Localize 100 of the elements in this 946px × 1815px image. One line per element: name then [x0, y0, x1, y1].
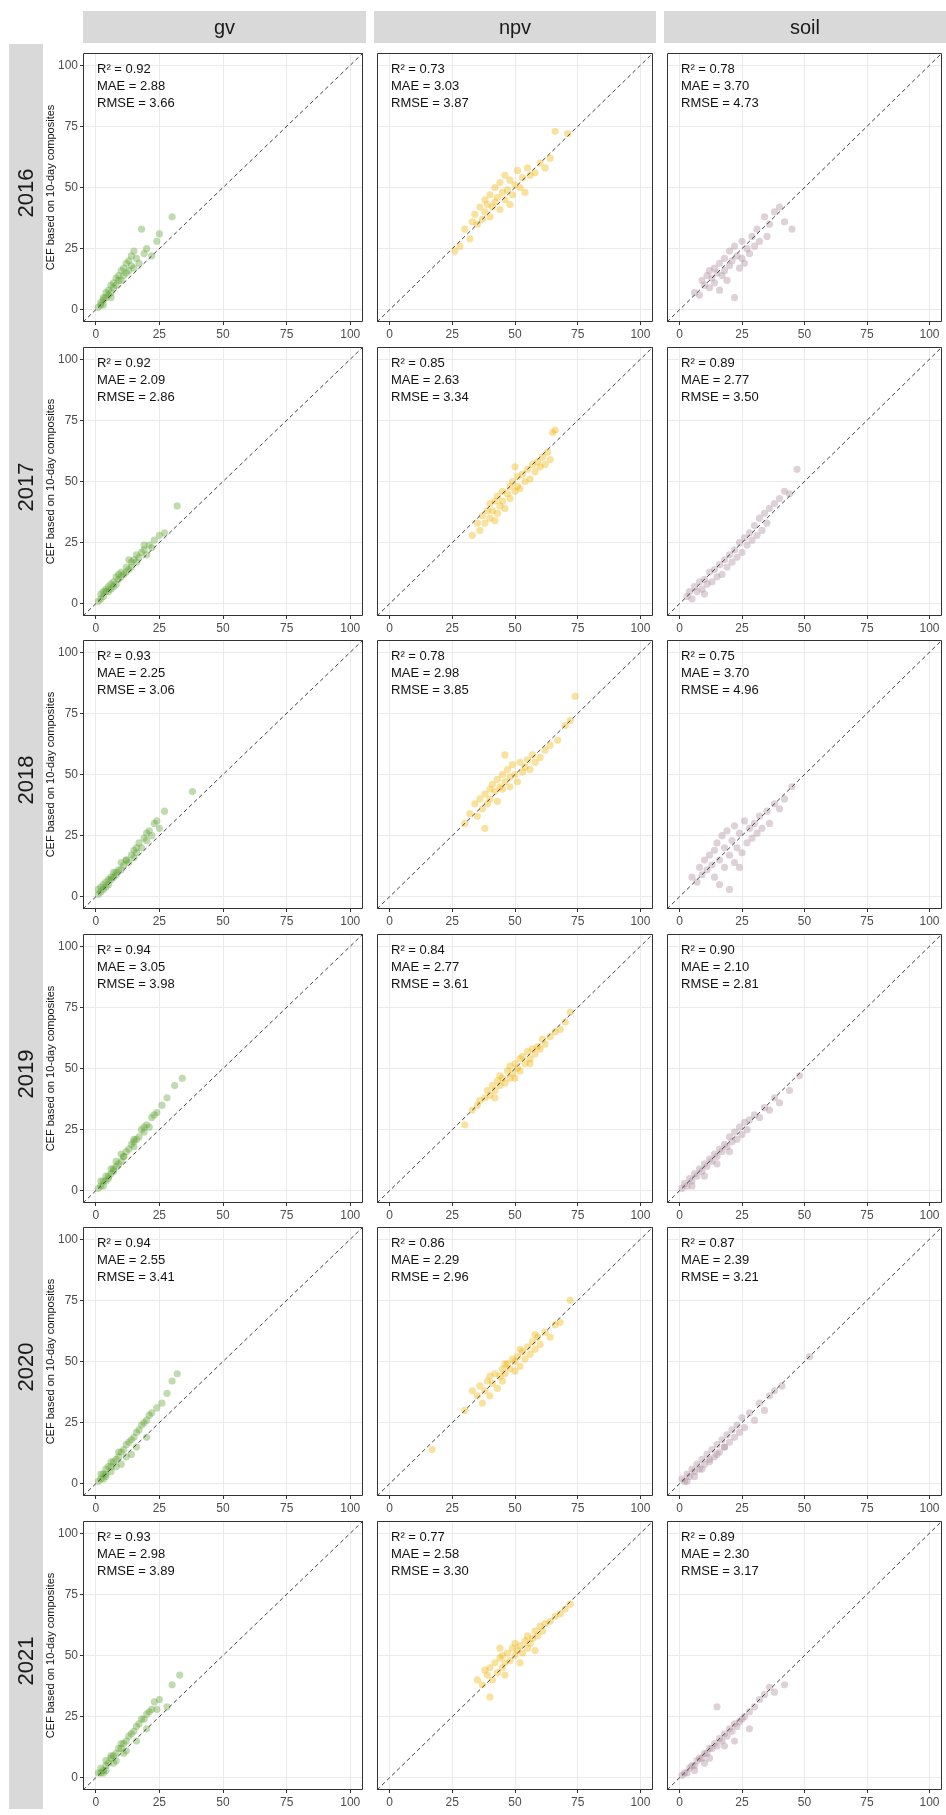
point: [476, 526, 484, 535]
y-tick-label: 75: [64, 1586, 79, 1601]
point: [715, 286, 724, 294]
point: [531, 1345, 539, 1353]
x-tick-label: 50: [216, 620, 230, 635]
point: [466, 810, 474, 818]
point: [486, 1392, 494, 1400]
y-tick-label: 25: [64, 827, 79, 842]
chart-title: npv: [374, 11, 656, 43]
point: [730, 1433, 739, 1441]
annotation: RMSE = 3.50: [681, 389, 759, 404]
y-tick-label: 25: [64, 1121, 79, 1136]
point: [705, 284, 714, 292]
point: [506, 176, 514, 184]
x-tick-label: 25: [152, 1794, 167, 1809]
annotation: MAE = 3.05: [97, 959, 166, 974]
point: [755, 1399, 764, 1407]
point: [501, 504, 509, 512]
point: [518, 1649, 527, 1657]
point: [700, 590, 709, 598]
text: 2016: [13, 168, 39, 217]
point: [728, 836, 736, 845]
point: [483, 1086, 491, 1095]
point: [718, 570, 726, 579]
text: 2021: [13, 1636, 39, 1685]
x-tick-label: 25: [735, 326, 749, 341]
point: [155, 824, 163, 832]
y-tick-label: 50: [64, 473, 79, 488]
x-tick-label: 50: [797, 620, 812, 635]
point: [775, 805, 784, 813]
y-tick-label: 50: [64, 1060, 79, 1075]
x-tick-label: 25: [735, 1207, 749, 1222]
point: [723, 827, 731, 835]
point: [546, 1333, 554, 1341]
annotation: MAE = 2.39: [681, 1252, 750, 1267]
annotation: RMSE = 3.87: [391, 95, 469, 110]
y-axis-title: CEF based on 10-day composites: [43, 1278, 56, 1445]
point: [155, 230, 163, 238]
y-tick-label: 0: [71, 596, 79, 611]
annotation: RMSE = 4.73: [681, 95, 759, 110]
point: [511, 1639, 519, 1647]
annotation: RMSE = 3.61: [391, 976, 469, 991]
point: [760, 509, 769, 517]
annotation: RMSE = 3.34: [391, 389, 469, 404]
annotation: MAE = 2.98: [391, 665, 460, 680]
point: [158, 1101, 166, 1109]
point: [501, 171, 509, 179]
point: [541, 746, 549, 754]
x-tick-label: 75: [279, 1207, 294, 1222]
y-tick-label: 0: [71, 302, 79, 317]
point: [695, 291, 704, 299]
point: [148, 832, 156, 840]
point: [765, 819, 774, 828]
point: [775, 203, 784, 211]
x-tick-label: 25: [152, 1207, 167, 1222]
y-tick-label: 100: [57, 644, 79, 659]
annotation: R² = 0.89: [681, 1529, 735, 1544]
annotation: RMSE = 3.17: [681, 1563, 759, 1578]
point: [135, 259, 143, 267]
point: [483, 1671, 491, 1679]
point: [481, 824, 489, 832]
point: [735, 1123, 744, 1131]
point: [738, 237, 746, 245]
text: 2018: [13, 755, 39, 804]
point: [476, 795, 484, 803]
annotation: MAE = 2.29: [391, 1252, 460, 1267]
point: [748, 536, 756, 544]
x-tick-label: 25: [152, 913, 167, 928]
point: [705, 851, 714, 859]
x-tick-label: 50: [216, 326, 230, 341]
point: [531, 1050, 539, 1058]
point: [753, 829, 761, 837]
point: [513, 166, 522, 174]
y-tick-label: 75: [64, 705, 79, 720]
x-tick-label: 75: [571, 620, 585, 635]
point: [730, 1737, 739, 1745]
annotation: R² = 0.89: [681, 355, 735, 370]
point: [775, 495, 784, 503]
point: [738, 548, 746, 557]
x-tick-label: 75: [279, 1500, 294, 1515]
point: [725, 247, 734, 255]
point: [501, 1079, 509, 1087]
point: [713, 839, 721, 847]
point: [743, 541, 751, 549]
x-tick-label: 50: [797, 326, 812, 341]
point: [720, 844, 729, 852]
point: [743, 839, 751, 847]
annotation: RMSE = 3.41: [97, 1269, 175, 1284]
point: [521, 188, 529, 196]
x-tick-label: 25: [152, 1500, 167, 1515]
x-tick-label: 100: [340, 620, 361, 635]
point: [498, 497, 507, 505]
annotation: MAE = 3.03: [391, 78, 460, 93]
point: [730, 293, 739, 302]
point: [486, 1372, 494, 1380]
annotation: MAE = 3.70: [681, 665, 750, 680]
y-tick-label: 50: [64, 766, 79, 781]
x-tick-label: 75: [860, 1500, 874, 1515]
point: [508, 761, 517, 769]
point: [723, 563, 731, 571]
